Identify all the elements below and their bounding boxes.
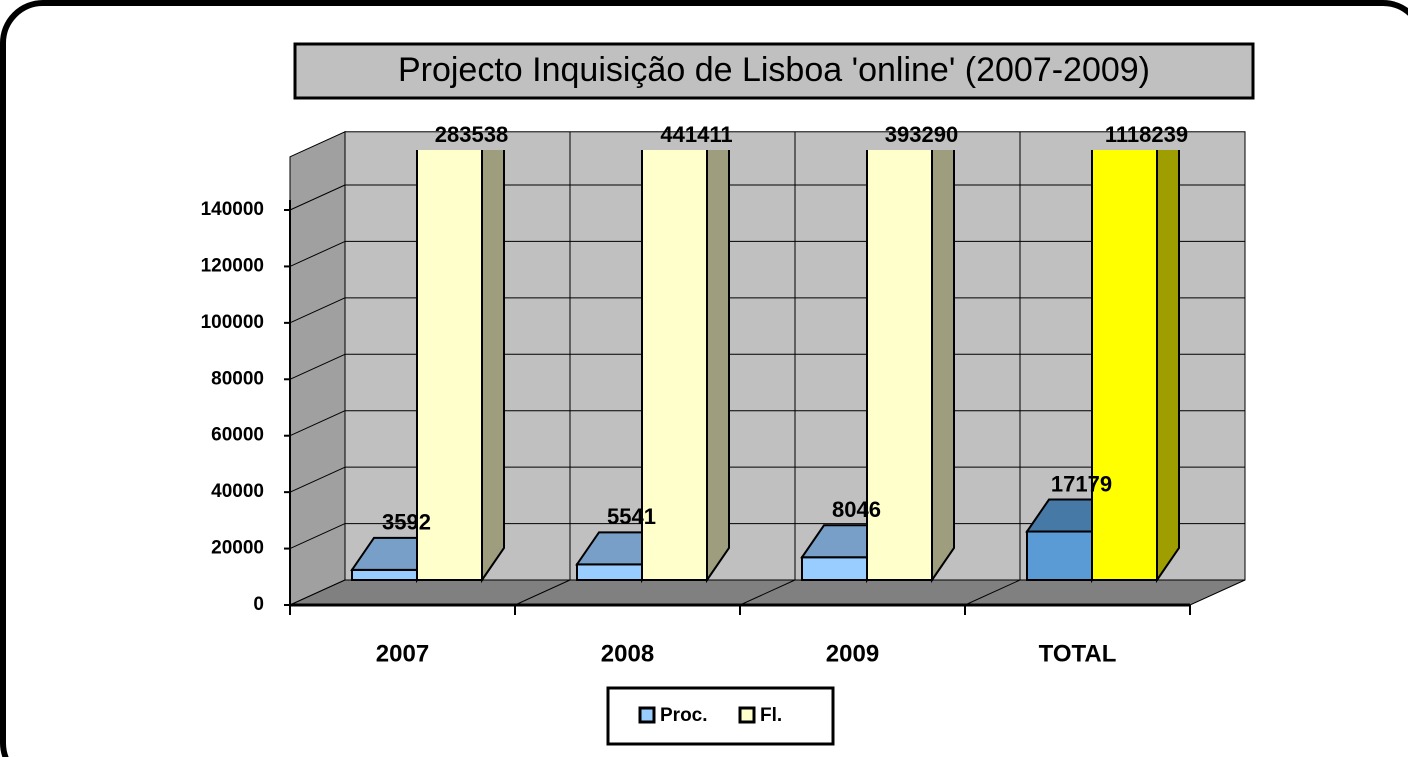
y-tick-label: 120000 <box>201 255 264 276</box>
side-wall <box>289 131 346 606</box>
grid-line <box>289 523 346 550</box>
legend-label: Fl. <box>760 705 782 726</box>
value-label: 283538 <box>435 122 508 147</box>
value-label: 5541 <box>607 504 656 529</box>
floor-line <box>964 579 1021 606</box>
bar-side <box>481 150 505 584</box>
bar-front <box>641 150 708 582</box>
value-label: 8046 <box>832 497 881 522</box>
bar-front <box>351 568 418 581</box>
bar-front <box>576 563 643 581</box>
grid-line <box>289 240 346 267</box>
labels: 3592 283538 5541 441411 8046 393290 17179 11182… <box>382 122 1188 535</box>
y-tick-label: 140000 <box>201 199 264 220</box>
bar-side <box>931 150 955 584</box>
floor-line <box>514 579 571 606</box>
bar-front <box>801 556 868 581</box>
y-tick-label: 100000 <box>201 312 264 333</box>
bar <box>866 150 955 584</box>
grid-line <box>289 466 346 493</box>
bar-front <box>416 150 483 582</box>
bar-front <box>1091 150 1158 581</box>
y-tick-label: 80000 <box>211 368 264 389</box>
x-tick-label: TOTAL <box>1039 640 1117 667</box>
legend-swatch <box>738 706 756 724</box>
x-tick-label: 2009 <box>826 640 879 667</box>
y-tick-label: 20000 <box>211 538 264 559</box>
x-tick-label: 2008 <box>601 640 654 667</box>
y-tick-label: 0 <box>253 594 264 615</box>
y-tick-label: 40000 <box>211 481 264 502</box>
grid-line <box>289 353 346 380</box>
x-tick-label: 2007 <box>376 640 429 667</box>
legend-label: Proc. <box>660 705 708 726</box>
bar <box>416 150 505 584</box>
legend-swatch <box>638 706 656 724</box>
grid-line <box>289 297 346 324</box>
value-label: 1118239 <box>1105 122 1188 147</box>
grid-line <box>289 184 346 211</box>
bar <box>641 150 730 584</box>
bar-front <box>1026 530 1093 582</box>
chart-title: Projecto Inquisição de Lisboa 'online' (… <box>398 51 1150 89</box>
y-tick-label: 60000 <box>211 425 264 446</box>
bar-side <box>1156 150 1180 584</box>
bars <box>350 150 1180 584</box>
bar <box>1091 150 1180 584</box>
value-label: 441411 <box>660 122 732 147</box>
grid-line <box>289 410 346 437</box>
floor-line <box>739 579 796 606</box>
value-label: 3592 <box>382 510 431 535</box>
bar-side <box>706 150 730 584</box>
value-label: 17179 <box>1051 471 1112 496</box>
bar-front <box>866 150 933 581</box>
value-label: 393290 <box>885 122 958 147</box>
title-box <box>293 42 1255 100</box>
